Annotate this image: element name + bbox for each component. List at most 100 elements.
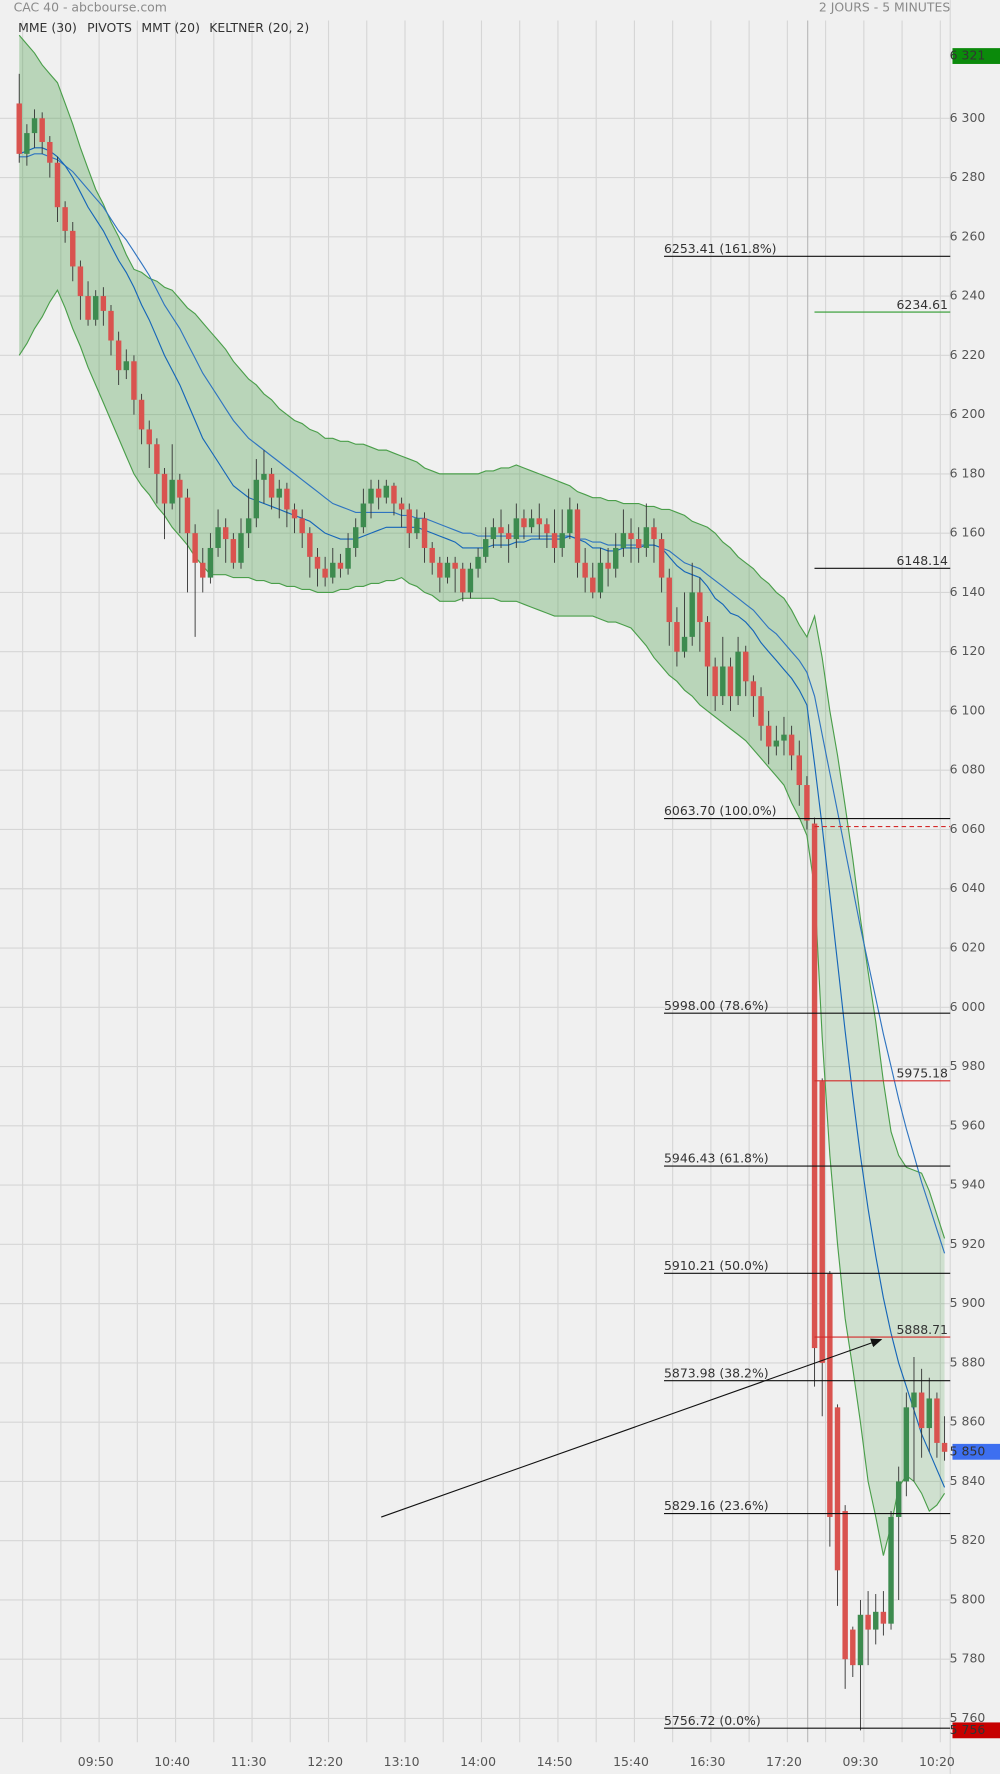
y-tick-label: 5 960 [950, 1117, 986, 1132]
candle-body [850, 1629, 856, 1666]
candle-body [200, 562, 206, 578]
candle-body [743, 651, 749, 682]
candle-body [444, 562, 451, 578]
band-fill [807, 616, 945, 1556]
x-tick-label: 09:50 [78, 1754, 114, 1769]
candle-body [720, 666, 726, 697]
x-tick-label: 11:30 [231, 1754, 267, 1769]
candle-body [551, 533, 558, 548]
price-tag-label: 6 321 [950, 48, 986, 63]
candle-body [903, 1407, 910, 1482]
candle-body [360, 503, 367, 528]
candle-body [337, 562, 344, 569]
candle-body [483, 539, 489, 557]
candle-body [773, 740, 780, 747]
candle-body [735, 651, 741, 697]
y-tick-label: 5 760 [950, 1710, 986, 1725]
price-tag-label: 5 850 [950, 1443, 986, 1458]
moving-average [19, 147, 946, 1488]
y-tick-label: 5 980 [950, 1058, 986, 1073]
candle-body [643, 527, 650, 548]
candle-body [123, 361, 130, 371]
band-lower [18, 288, 946, 1556]
candle-body [108, 310, 114, 341]
candle-body [368, 488, 374, 504]
y-tick-label: 6 260 [950, 228, 986, 243]
y-tick-label: 6 000 [950, 999, 986, 1014]
candle-body [544, 524, 550, 534]
candle-body [391, 485, 397, 504]
candle-body [651, 527, 657, 540]
candle-body [375, 488, 382, 498]
candle-body [398, 503, 405, 510]
fib-label: 6253.41 (161.8%) [664, 241, 777, 256]
y-tick-label: 5 840 [950, 1473, 986, 1488]
candle-body [635, 539, 642, 548]
fib-label: 5756.72 (0.0%) [664, 1713, 761, 1728]
price-tag [952, 48, 1000, 64]
candle-body [299, 518, 305, 534]
candle-body [169, 479, 175, 504]
candle-body [781, 734, 787, 741]
candle-body [85, 296, 91, 320]
candle-body [353, 527, 359, 548]
moving-average [19, 153, 946, 1254]
candle-body [727, 666, 734, 697]
candle-body [161, 473, 168, 504]
candle-body [620, 533, 627, 548]
candle-body [567, 509, 573, 534]
candle-body [597, 562, 604, 593]
candle-body [177, 479, 183, 498]
y-tick-label: 6 060 [950, 821, 986, 836]
band-upper [18, 34, 946, 1239]
candle-body [590, 577, 596, 593]
candle-body [865, 1614, 871, 1630]
candle-body [115, 340, 122, 371]
candle-body [421, 518, 428, 548]
legend-entry: MMT (20) [141, 20, 200, 35]
y-tick-label: 5 780 [950, 1651, 986, 1666]
fib-label: 5829.16 (23.6%) [664, 1498, 769, 1513]
y-tick-label: 5 820 [950, 1532, 986, 1547]
x-tick-label: 14:00 [460, 1754, 496, 1769]
candle-body [811, 823, 818, 1349]
y-tick-label: 5 940 [950, 1177, 986, 1192]
chart-subtitle: 2 JOURS - 5 MINUTES [819, 0, 950, 15]
y-tick-label: 6 160 [950, 525, 986, 540]
candle-body [490, 527, 497, 540]
y-tick-label: 6 200 [950, 406, 986, 421]
x-tick-label: 14:50 [537, 1754, 573, 1769]
candle-body [559, 533, 565, 548]
candle-body [245, 518, 252, 534]
candle-body [383, 485, 390, 498]
candle-body [207, 547, 214, 578]
pivot-label: 6234.61 [897, 297, 948, 312]
candle-body [16, 103, 22, 154]
candle-body [276, 488, 282, 498]
candle-body [888, 1516, 894, 1624]
candle-body [100, 296, 107, 311]
candle-body [429, 547, 435, 563]
trend-arrow [381, 1338, 883, 1518]
candle-body [628, 533, 634, 540]
x-tick-label: 12:20 [307, 1754, 343, 1769]
candle-body [322, 568, 328, 578]
candle-body [253, 479, 260, 519]
candle-body [154, 444, 160, 474]
fib-label: 5946.43 (61.8%) [664, 1151, 769, 1166]
candle-body [498, 527, 504, 534]
y-tick-label: 6 180 [950, 465, 986, 480]
legend-entry: PIVOTS [87, 20, 132, 35]
candle-body [513, 518, 520, 540]
pivot-label: 5975.18 [897, 1066, 949, 1081]
candle-body [819, 1081, 825, 1363]
candle-body [222, 527, 229, 540]
candle-body [834, 1407, 841, 1571]
y-tick-label: 5 800 [950, 1591, 986, 1606]
fib-label: 5998.00 (78.6%) [664, 998, 769, 1013]
candle-body [184, 497, 191, 534]
candle-body [574, 509, 581, 563]
candle-body [934, 1398, 940, 1443]
y-tick-label: 6 220 [950, 347, 986, 362]
legend-entry: KELTNER (20, 2) [209, 20, 309, 35]
